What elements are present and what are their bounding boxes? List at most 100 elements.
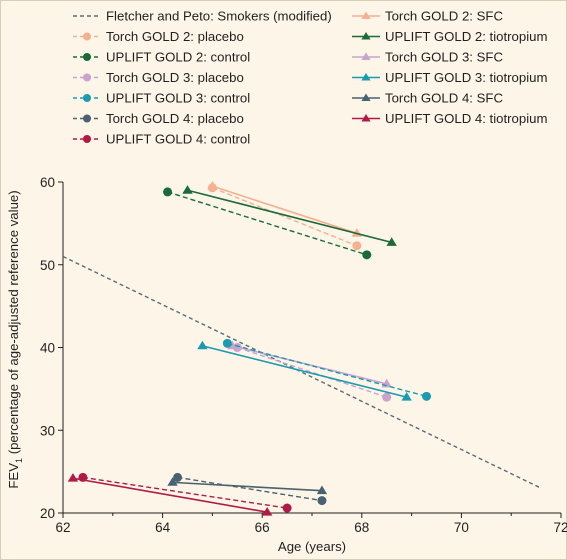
legend-item-uplift-gold-2-tiotropium: UPLIFT GOLD 2: tiotropium: [352, 29, 547, 44]
series-uplift-gold-4-control: [78, 472, 292, 513]
legend-label: Torch GOLD 2: placebo: [106, 29, 244, 44]
legend-label: Fletcher and Peto: Smokers (modified): [106, 9, 332, 24]
data-point: [173, 472, 183, 482]
x-tick-label: 64: [155, 520, 171, 535]
legend-item-torch-gold-3-placebo: Torch GOLD 3: placebo: [73, 70, 244, 85]
legend-item-uplift-gold-3-tiotropium: UPLIFT GOLD 3: tiotropium: [352, 70, 547, 85]
y-axis-label: FEV1 (percentage of age-adjusted referen…: [6, 190, 24, 488]
legend-item-uplift-gold-4-control: UPLIFT GOLD 4: control: [73, 132, 250, 147]
legend-swatch-marker: [83, 94, 91, 102]
y-tick-label: 20: [40, 506, 55, 521]
legend-item-fletcher-and-peto-smokers-modified: Fletcher and Peto: Smokers (modified): [73, 9, 332, 24]
series-line: [177, 476, 323, 502]
series-torch-gold-3-placebo: [232, 343, 392, 402]
data-point: [262, 507, 273, 516]
data-point: [222, 338, 232, 348]
data-point: [422, 391, 432, 401]
legend-item-uplift-gold-3-control: UPLIFT GOLD 3: control: [73, 91, 250, 106]
data-point: [67, 473, 79, 482]
x-tick-label: 70: [454, 520, 469, 535]
y-tick-label: 50: [40, 258, 55, 273]
x-tick-label: 72: [553, 520, 567, 535]
series-fletcher-and-peto-smokers-modified: [62, 255, 542, 489]
series-line: [72, 477, 268, 513]
data-point: [386, 237, 397, 246]
data-point: [362, 250, 372, 260]
x-tick-label: 68: [354, 520, 369, 535]
legend-label: UPLIFT GOLD 4: tiotropium: [385, 111, 547, 126]
series-uplift-gold-2-control: [163, 187, 372, 260]
legend-swatch-marker: [83, 32, 91, 41]
data-point: [352, 241, 362, 251]
legend-label: UPLIFT GOLD 3: tiotropium: [385, 70, 547, 85]
series-line: [227, 342, 427, 397]
series-uplift-gold-2-tiotropium: [182, 185, 397, 246]
series-line: [82, 476, 288, 509]
series-line: [167, 191, 367, 256]
data-point: [382, 392, 392, 402]
legend-swatch-marker: [361, 113, 371, 122]
legend-swatch-marker: [83, 53, 91, 61]
legend: Fletcher and Peto: Smokers (modified) Tor…: [73, 9, 547, 147]
series-line: [187, 189, 392, 244]
legend-swatch-marker: [361, 31, 371, 40]
data-point: [317, 496, 327, 506]
data-point: [197, 340, 208, 350]
legend-label: Torch GOLD 4: SFC: [385, 91, 503, 106]
legend-label: UPLIFT GOLD 4: control: [106, 132, 250, 147]
legend-label: UPLIFT GOLD 2: tiotropium: [385, 29, 547, 44]
data-point: [167, 477, 178, 486]
series-line: [212, 187, 358, 247]
data-point: [163, 187, 173, 197]
data-point: [232, 343, 242, 352]
plot-area: [62, 181, 542, 516]
legend-item-uplift-gold-2-control: UPLIFT GOLD 2: control: [73, 50, 250, 65]
series-line: [202, 345, 407, 398]
series-torch-gold-4-placebo: [173, 472, 327, 506]
legend-label: Torch GOLD 2: SFC: [385, 9, 503, 24]
legend-item-torch-gold-2-placebo: Torch GOLD 2: placebo: [73, 29, 244, 44]
series-line: [237, 346, 387, 398]
x-axis-ticks: 62 64 66 68 70 72: [55, 513, 567, 535]
data-point: [401, 392, 412, 401]
y-axis-ticks: 20 30 40 50 60: [40, 175, 63, 521]
legend-label: Torch GOLD 3: SFC: [385, 50, 503, 65]
legend-swatch-marker: [361, 93, 371, 102]
legend-label: UPLIFT GOLD 2: control: [106, 50, 250, 65]
legend-item-torch-gold-3-sfc: Torch GOLD 3: SFC: [352, 50, 503, 65]
y-tick-label: 40: [40, 341, 55, 356]
data-point: [316, 485, 328, 495]
x-tick-label: 62: [55, 520, 70, 535]
y-tick-label: 60: [40, 175, 55, 190]
legend-label: UPLIFT GOLD 3: control: [106, 91, 250, 106]
legend-swatch-marker: [83, 73, 91, 82]
legend-label: Torch GOLD 3: placebo: [106, 70, 244, 85]
series-line: [172, 481, 323, 492]
data-point: [207, 183, 217, 193]
series-torch-gold-4-sfc: [167, 477, 328, 495]
legend-item-torch-gold-2-sfc: Torch GOLD 2: SFC: [352, 9, 503, 24]
legend-label: Torch GOLD 4: placebo: [106, 111, 244, 126]
legend-swatch-marker: [83, 135, 91, 143]
series-uplift-gold-4-tiotropium: [67, 473, 273, 516]
legend-item-uplift-gold-4-tiotropium: UPLIFT GOLD 4: tiotropium: [352, 111, 547, 126]
series-line: [212, 185, 358, 235]
series-line: [62, 255, 542, 489]
x-axis-label: Age (years): [278, 539, 346, 554]
data-point: [282, 503, 292, 513]
legend-swatch-marker: [83, 114, 91, 123]
y-tick-label: 30: [40, 423, 55, 438]
legend-swatch-marker: [361, 11, 371, 20]
legend-swatch-marker: [361, 52, 371, 61]
series-torch-gold-2-placebo: [207, 183, 362, 251]
series-uplift-gold-3-tiotropium: [197, 340, 412, 401]
x-tick-label: 66: [255, 520, 270, 535]
series-uplift-gold-3-control: [222, 338, 432, 401]
legend-item-torch-gold-4-placebo: Torch GOLD 4: placebo: [73, 111, 244, 126]
legend-swatch-marker: [361, 72, 371, 81]
data-point: [78, 472, 88, 482]
legend-item-torch-gold-4-sfc: Torch GOLD 4: SFC: [352, 91, 503, 106]
data-point: [182, 185, 193, 194]
